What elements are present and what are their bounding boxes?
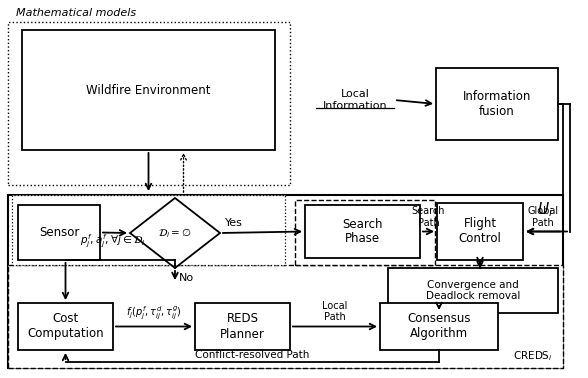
FancyBboxPatch shape: [12, 195, 285, 265]
Text: REDS
Planner: REDS Planner: [220, 313, 265, 341]
FancyBboxPatch shape: [18, 205, 100, 260]
Text: $f_j(p_j^f, \tau_{ij}^d, \tau_{ij}^g)$: $f_j(p_j^f, \tau_{ij}^d, \tau_{ij}^g)$: [126, 305, 182, 322]
Text: $p_j^f, a_j^f, \forall j \in \mathcal{D}_i$: $p_j^f, a_j^f, \forall j \in \mathcal{D}…: [81, 232, 146, 250]
Text: Local
Path: Local Path: [322, 301, 348, 322]
Text: $\mathcal{D}_i{=}\emptyset$: $\mathcal{D}_i{=}\emptyset$: [158, 226, 192, 240]
Text: Local
Information: Local Information: [323, 89, 387, 111]
FancyBboxPatch shape: [305, 205, 420, 258]
FancyBboxPatch shape: [8, 22, 290, 185]
Text: No: No: [179, 273, 194, 283]
Text: Search
Path: Search Path: [412, 206, 445, 228]
FancyBboxPatch shape: [8, 195, 563, 368]
Text: Flight
Control: Flight Control: [459, 217, 502, 245]
Text: Conflict-resolved Path: Conflict-resolved Path: [195, 350, 309, 360]
FancyBboxPatch shape: [8, 265, 563, 368]
FancyBboxPatch shape: [436, 68, 558, 140]
FancyBboxPatch shape: [22, 30, 275, 150]
Text: Consensus
Algorithm: Consensus Algorithm: [407, 313, 471, 341]
FancyBboxPatch shape: [295, 200, 435, 265]
Text: Wildfire Environment: Wildfire Environment: [86, 84, 211, 96]
FancyBboxPatch shape: [195, 303, 290, 350]
Text: Convergence and
Deadlock removal: Convergence and Deadlock removal: [426, 280, 520, 301]
Text: Global
Path: Global Path: [527, 206, 558, 228]
Text: $U_i$: $U_i$: [537, 200, 553, 219]
FancyBboxPatch shape: [18, 303, 113, 350]
FancyBboxPatch shape: [437, 203, 523, 260]
FancyBboxPatch shape: [388, 268, 558, 313]
Text: Information
fusion: Information fusion: [463, 90, 531, 118]
Text: Cost
Computation: Cost Computation: [27, 313, 104, 341]
FancyBboxPatch shape: [380, 303, 498, 350]
Text: Sensor: Sensor: [39, 226, 79, 239]
Text: Search
Phase: Search Phase: [342, 217, 383, 245]
Text: Mathematical models: Mathematical models: [16, 8, 136, 18]
Text: Yes: Yes: [225, 218, 243, 228]
Text: CREDS$_i$: CREDS$_i$: [513, 349, 553, 363]
